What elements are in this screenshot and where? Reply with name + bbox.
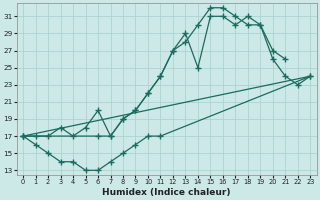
X-axis label: Humidex (Indice chaleur): Humidex (Indice chaleur)	[102, 188, 231, 197]
